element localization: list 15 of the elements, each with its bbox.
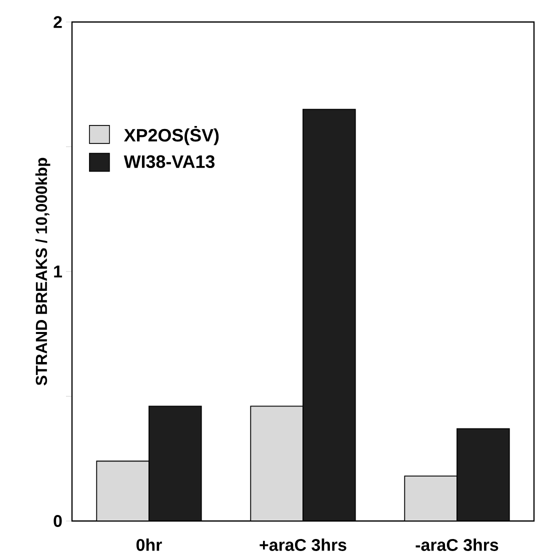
legend-label: XP2OS(ṠV) (124, 126, 219, 146)
bar (148, 406, 202, 521)
bar (250, 406, 304, 521)
bar (302, 108, 356, 521)
x-tick-label: 0hr (136, 538, 162, 551)
bar (404, 476, 458, 521)
x-tick-label: -araC 3hrs (416, 538, 498, 551)
bar (456, 428, 510, 521)
y-tick-label: 0 (54, 515, 62, 527)
y-axis-title: STRAND BREAKS / 10,000kbp (35, 158, 50, 386)
x-tick-label: +araC 3hrs (260, 538, 346, 551)
y-tick-label: 1 (54, 266, 62, 278)
bar (96, 460, 150, 521)
legend-label: WI38-VA13 (124, 155, 215, 168)
y-tick-label: 2 (54, 16, 62, 28)
